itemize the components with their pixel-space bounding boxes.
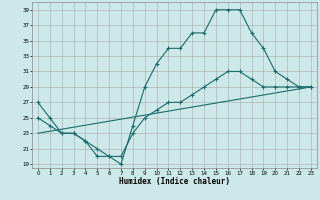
X-axis label: Humidex (Indice chaleur): Humidex (Indice chaleur) xyxy=(119,177,230,186)
